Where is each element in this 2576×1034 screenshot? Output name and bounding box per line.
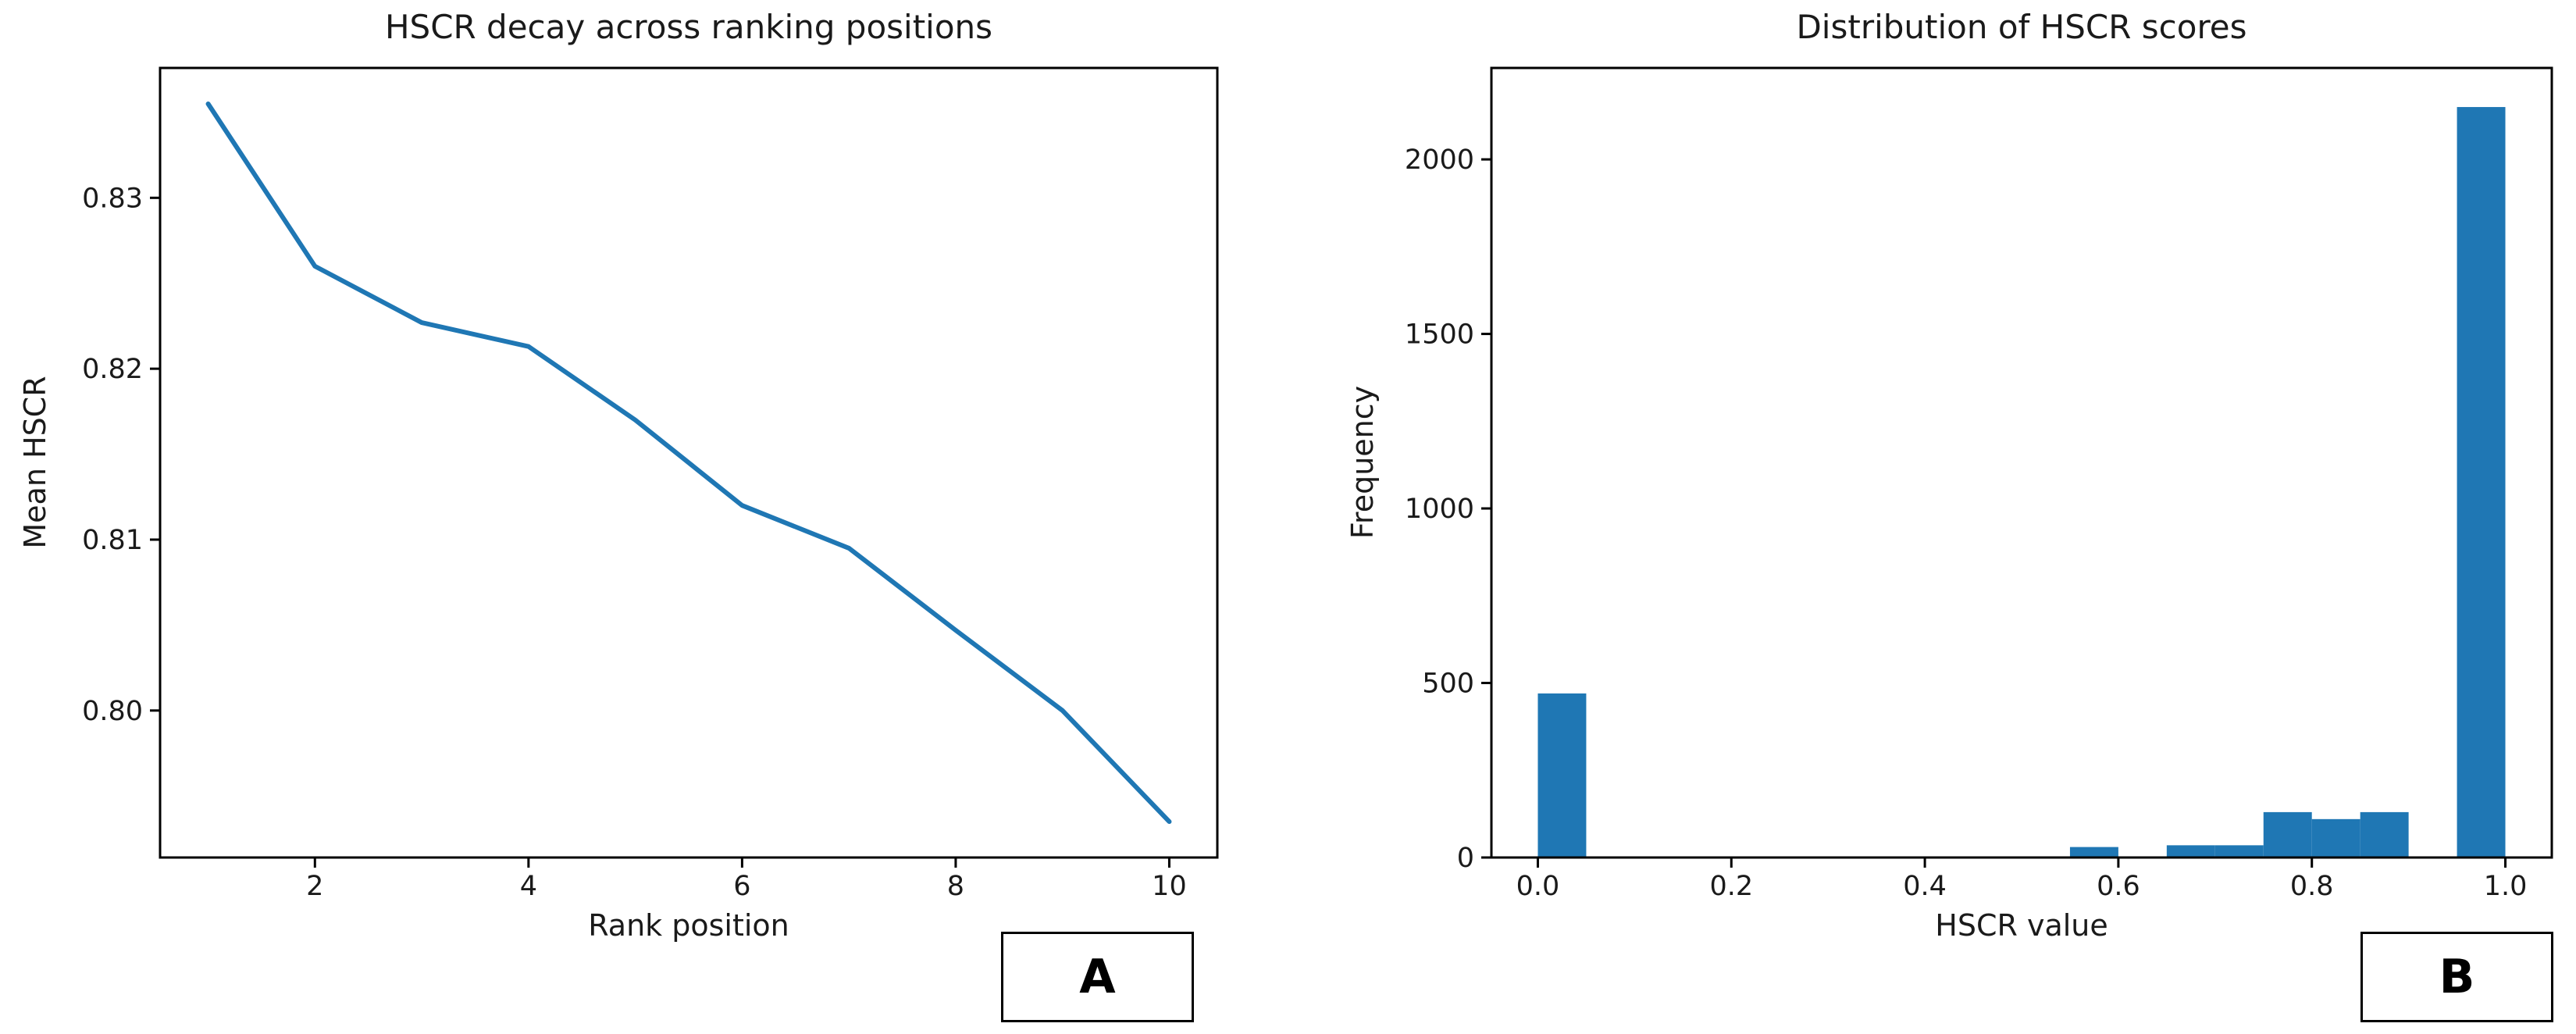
y-tick-label: 500 [1422, 669, 1474, 700]
x-tick-label: 0.2 [1709, 871, 1753, 902]
y-tick-label: 0.83 [82, 183, 143, 214]
panel-label-box-a: A [1001, 932, 1194, 1022]
histogram-bar [2166, 845, 2215, 858]
plot-area: 2 4 6 8 10 0.80 0.81 0.82 0.83 [82, 66, 1219, 902]
y-tick-label: 0.80 [82, 696, 143, 727]
histogram-bar [2457, 107, 2506, 858]
y-tick-label: 0.82 [82, 354, 143, 385]
histogram-bar [2069, 847, 2118, 858]
y-tick-label: 0.81 [82, 525, 143, 556]
plot-area: 0.0 0.2 0.4 0.6 0.8 1.0 0 500 1000 1500 2000 [1405, 66, 2553, 902]
panel-label-box-b: B [2360, 932, 2553, 1022]
data-line [205, 101, 1172, 825]
x-axis-label: Rank position [588, 908, 789, 943]
plot-spines [159, 66, 1219, 859]
histogram-bar [2214, 845, 2264, 858]
plot-spines [1490, 66, 2553, 859]
y-tick-label: 1000 [1405, 494, 1474, 525]
y-tick-label: 2000 [1405, 144, 1474, 176]
histogram-bar [2360, 811, 2409, 858]
x-tick-label: 10 [1152, 871, 1187, 902]
x-tick-label: 0.8 [2290, 871, 2334, 902]
x-tick-label: 1.0 [2484, 871, 2528, 902]
histogram-panel-b: Distribution of HSCR scores Frequency HS… [1288, 0, 2576, 1034]
chart-title: HSCR decay across ranking positions [384, 8, 993, 46]
x-tick-label: 0.0 [1516, 871, 1560, 902]
histogram-bar [1537, 693, 1587, 858]
x-axis-label: HSCR value [1935, 908, 2108, 943]
x-tick-label: 6 [733, 871, 750, 902]
chart-title: Distribution of HSCR scores [1796, 8, 2247, 46]
y-tick-label: 0 [1457, 843, 1474, 874]
line-chart-panel-a: HSCR decay across ranking positions Mean… [18, 8, 1219, 1022]
x-tick-label: 4 [520, 871, 537, 902]
histogram-bar [2263, 811, 2312, 858]
x-tick-label: 0.6 [2097, 871, 2140, 902]
x-tick-label: 8 [947, 871, 964, 902]
y-tick-label: 1500 [1405, 319, 1474, 351]
x-tick-label: 0.4 [1903, 871, 1947, 902]
x-tick-label: 2 [306, 871, 323, 902]
histogram-bar [2311, 818, 2360, 858]
